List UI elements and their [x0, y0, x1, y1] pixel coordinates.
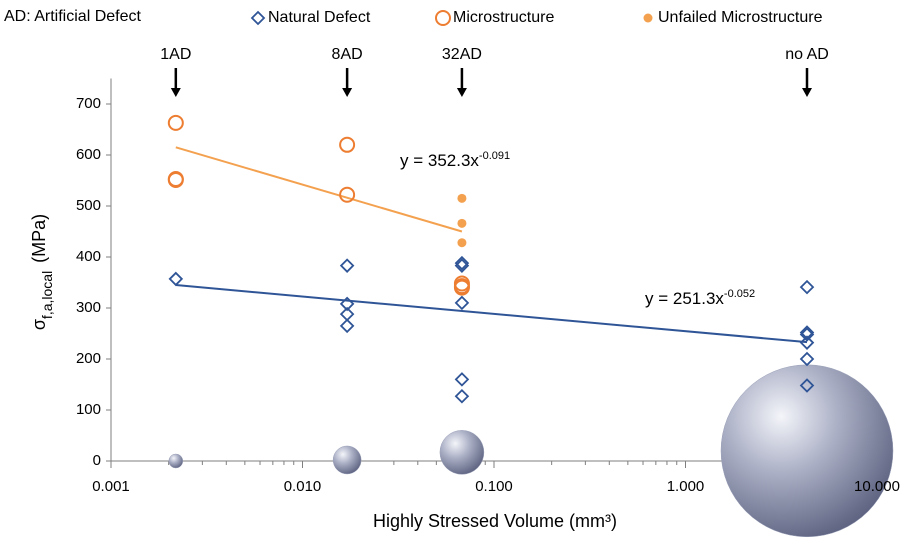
marker-dot: [457, 218, 467, 228]
legend-label: Unfailed Microstructure: [658, 9, 823, 26]
marker-dot: [457, 193, 467, 203]
marker-diamond: [799, 335, 815, 350]
marker-diamond: [454, 295, 470, 311]
marker-diamond: [799, 279, 815, 295]
bubble: [332, 445, 362, 475]
y-tick-label: 700: [76, 95, 101, 112]
x-axis-label: Highly Stressed Volume (mm³): [373, 511, 617, 531]
y-axis-label: σf,a,local (MPa): [29, 214, 55, 330]
marker-diamond: [454, 388, 470, 404]
legend-label: Microstructure: [453, 9, 554, 26]
y-tick-label: 400: [76, 248, 101, 265]
marker-circle: [435, 10, 451, 26]
equation-base: y = 251.3x: [645, 289, 724, 308]
y-label-sub: f,a,local: [39, 271, 55, 319]
annotation-label: 8AD: [332, 46, 363, 63]
y-tick-label: 0: [93, 452, 101, 469]
y-tick-label: 300: [76, 299, 101, 316]
marker-circle: [339, 186, 356, 203]
note: AD: Artificial Defect: [4, 8, 141, 25]
legend-label: Natural Defect: [268, 9, 371, 26]
marker-diamond: [339, 318, 355, 334]
marker-diamond: [454, 255, 470, 271]
marker-diamond: [799, 325, 815, 340]
x-tick-label: 10.000: [854, 478, 900, 495]
marker-diamond: [339, 258, 355, 273]
marker-diamond: [454, 372, 470, 387]
x-tick-label: 0.010: [284, 478, 322, 495]
x-tick-label: 0.100: [475, 478, 513, 495]
marker-dot: [457, 238, 467, 248]
legend-item: Unfailed Microstructure: [643, 9, 823, 26]
annotation-arrowhead: [170, 88, 181, 97]
annotation-label: 32AD: [442, 46, 482, 63]
x-tick-label: 1.000: [667, 478, 705, 495]
trendline: [175, 284, 808, 344]
marker-diamond: [799, 351, 815, 367]
equation-exponent: -0.052: [724, 288, 755, 300]
marker-circle: [453, 279, 470, 296]
marker-circle: [339, 136, 356, 153]
marker-diamond: [168, 271, 184, 287]
y-label-unit: (MPa): [29, 214, 49, 263]
annotation-label: 1AD: [160, 46, 191, 63]
marker-circle: [167, 171, 184, 188]
y-tick-label: 500: [76, 197, 101, 214]
legend-item: Microstructure: [435, 9, 554, 26]
annotation-arrowhead: [342, 88, 353, 97]
marker-diamond: [339, 296, 355, 312]
trendline: [175, 146, 463, 233]
marker-diamond: [799, 378, 815, 393]
y-tick-label: 600: [76, 146, 101, 163]
annotation-arrowhead: [456, 88, 467, 97]
marker-diamond: [454, 258, 470, 273]
y-tick-label: 100: [76, 401, 101, 418]
trend-equation: y = 352.3x-0.091: [400, 150, 510, 171]
x-tick-label: 0.001: [92, 478, 130, 495]
equation-exponent: -0.091: [479, 150, 510, 162]
annotation-arrowhead: [802, 88, 813, 97]
marker-diamond: [250, 10, 266, 26]
trend-equation: y = 251.3x-0.052: [645, 288, 755, 309]
marker-circle: [167, 114, 184, 131]
legend-item: Natural Defect: [250, 9, 371, 26]
marker-dot: [643, 13, 653, 23]
annotation-label: no AD: [785, 46, 829, 63]
y-label-symbol: σ: [29, 319, 49, 330]
bubble: [168, 453, 184, 469]
y-tick-label: 200: [76, 350, 101, 367]
equation-base: y = 352.3x: [400, 151, 479, 170]
marker-diamond: [799, 327, 815, 342]
bubble: [439, 430, 485, 475]
